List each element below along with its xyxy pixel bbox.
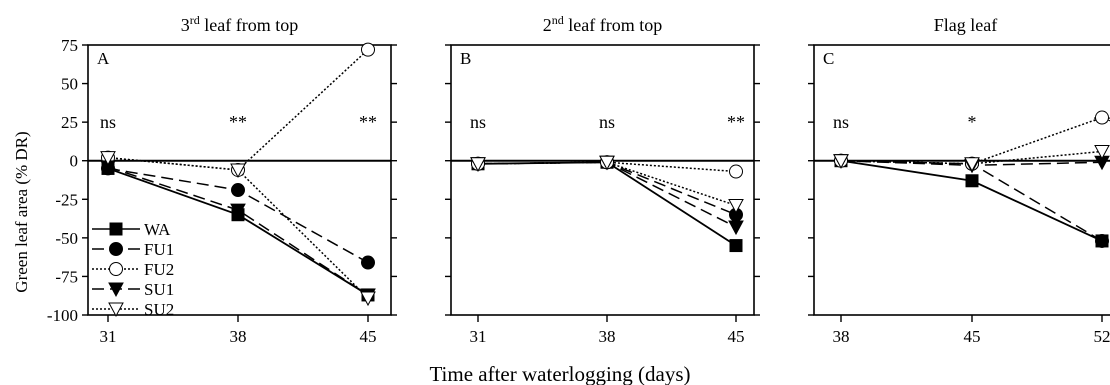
significance-label: ns <box>100 112 116 132</box>
data-point-fu1 <box>231 183 245 198</box>
data-point-su2 <box>230 163 246 179</box>
panel-title: 3rd leaf from top <box>181 13 298 35</box>
x-tick-label: 38 <box>230 327 247 346</box>
legend-label-su1: SU1 <box>144 280 174 299</box>
x-tick-label: 31 <box>100 327 117 346</box>
data-point-su2 <box>833 154 849 169</box>
legend-marker-fu2 <box>109 262 123 276</box>
series-line-fu2 <box>107 49 369 171</box>
data-point-fu2 <box>361 42 375 57</box>
x-tick-label: 38 <box>833 327 850 346</box>
data-point-su1 <box>230 203 246 219</box>
series-line-wa <box>477 161 737 247</box>
legend-marker-wa <box>109 222 123 236</box>
legend-marker-su1 <box>108 282 124 298</box>
series-line-su1 <box>477 161 737 228</box>
legend-label-wa: WA <box>144 220 171 239</box>
y-tick-label: 50 <box>61 75 78 94</box>
x-tick-label: 45 <box>360 327 377 346</box>
y-tick-label: -75 <box>55 267 78 286</box>
plot-frame <box>450 44 755 316</box>
significance-label: ** <box>359 112 377 132</box>
panel-b: 2nd leaf from top B 31 38 45 ns ns ** <box>445 13 760 346</box>
panel-letter: B <box>460 49 471 68</box>
data-point-fu2 <box>729 164 743 179</box>
data-point-su2 <box>470 157 486 172</box>
panel-title: Flag leaf <box>934 15 997 35</box>
x-axis-label: Time after waterlogging (days) <box>429 362 690 385</box>
legend-marker-fu1 <box>109 242 123 256</box>
significance-label: ns <box>470 112 486 132</box>
x-tick-label: 38 <box>599 327 616 346</box>
panel-title: 2nd leaf from top <box>543 13 662 35</box>
y-tick-label: 75 <box>61 36 78 55</box>
series-line-su2 <box>107 156 369 299</box>
significance-label: ** <box>229 112 247 132</box>
data-point-su2 <box>599 155 615 171</box>
y-tick-label: 25 <box>61 113 78 132</box>
data-point-wa <box>729 239 743 253</box>
data-point-su2 <box>360 291 376 307</box>
significance-label: * <box>968 112 977 132</box>
data-point-su1 <box>728 220 744 236</box>
plot-frame <box>813 44 1110 316</box>
data-point-fu1 <box>361 255 375 270</box>
x-tick-label: 52 <box>1094 327 1110 346</box>
y-tick-label: 0 <box>70 152 79 171</box>
x-tick-label: 45 <box>964 327 981 346</box>
data-point-su2 <box>728 198 744 214</box>
series-line-fu1 <box>840 159 1103 242</box>
data-point-fu2 <box>1095 110 1109 125</box>
y-tick-label: -25 <box>55 190 78 209</box>
panel-a: 3rd leaf from top A -100 -75 -50 -25 0 25 50 75 31… <box>47 13 397 346</box>
legend-label-fu2: FU2 <box>144 260 174 279</box>
panel-letter: A <box>97 49 110 68</box>
significance-label: ** <box>727 112 745 132</box>
series-line-wa <box>840 159 1103 242</box>
y-axis-label: Green leaf area (% DR) <box>12 131 31 292</box>
data-point-wa <box>965 174 979 188</box>
significance-label: ns <box>599 112 615 132</box>
data-point-su2 <box>964 157 980 172</box>
data-point-su2 <box>100 151 116 166</box>
plot-frame <box>87 44 392 316</box>
x-tick-label: 45 <box>728 327 745 346</box>
legend-label-fu1: FU1 <box>144 240 174 259</box>
y-tick-label: -100 <box>47 306 78 325</box>
data-point-fu1 <box>1095 233 1109 248</box>
panel-letter: C <box>823 49 834 68</box>
x-tick-label: 31 <box>470 327 487 346</box>
y-tick-label: -50 <box>55 229 78 248</box>
legend-marker-su2 <box>108 302 124 318</box>
data-point-su2 <box>1094 144 1110 160</box>
significance-label: ns <box>833 112 849 132</box>
legend-label-su2: SU2 <box>144 300 174 319</box>
